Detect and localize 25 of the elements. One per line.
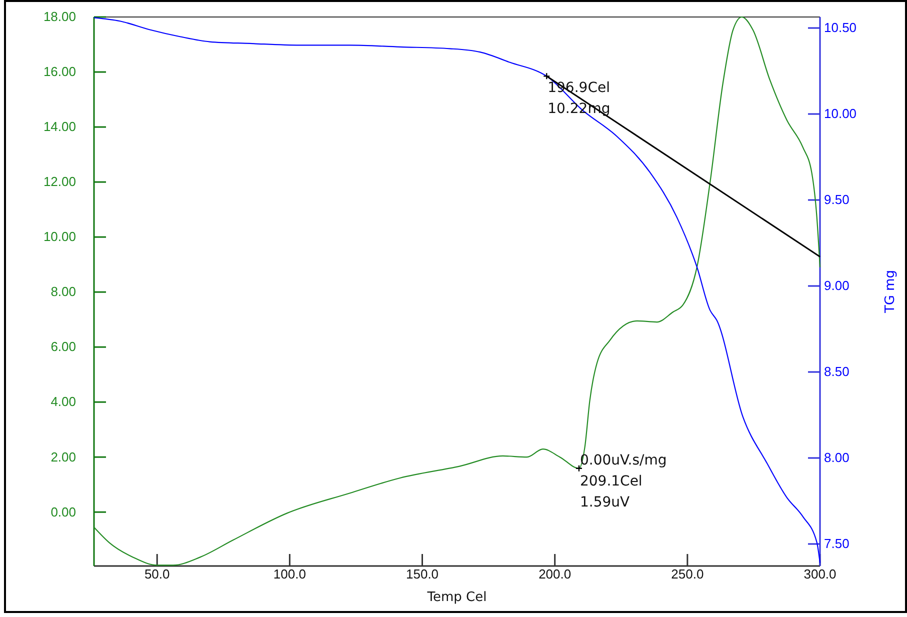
x-tick-label: 250.0 <box>671 566 704 582</box>
y2-tick-label: 8.50 <box>824 364 850 380</box>
y-tick-label: 0.00 <box>50 504 76 520</box>
y2-tick-label: 9.50 <box>824 192 850 208</box>
x-tick-label: 100.0 <box>273 566 306 582</box>
y-tick-label: 4.00 <box>50 394 76 410</box>
y2-axis-title: TG mg <box>883 270 898 314</box>
y2-tick-label: 7.50 <box>824 536 850 552</box>
y-tick-label: 10.00 <box>43 229 76 244</box>
x-tick-label: 50.0 <box>144 566 170 582</box>
y-tick-label: 8.00 <box>50 284 76 300</box>
y-tick-label: 6.00 <box>50 339 76 354</box>
y-tick-label: 18.00 <box>43 9 76 24</box>
x-axis-title: Temp Cel <box>426 590 487 605</box>
y2-tick-label: 10.00 <box>824 106 857 122</box>
y2-tick-label: 10.50 <box>824 20 857 36</box>
y-tick-label: 2.00 <box>50 449 76 464</box>
y2-tick-label: 9.00 <box>824 278 850 294</box>
x-tick-label: 300.0 <box>804 566 836 582</box>
y-tick-label: 14.00 <box>43 119 76 134</box>
x-tick-label: 200.0 <box>538 566 572 582</box>
y-tick-label: 12.00 <box>43 174 76 190</box>
y2-tick-label: 8.00 <box>824 450 850 466</box>
y-tick-label: 16.00 <box>43 64 76 80</box>
x-tick-label: 150.0 <box>406 566 439 582</box>
